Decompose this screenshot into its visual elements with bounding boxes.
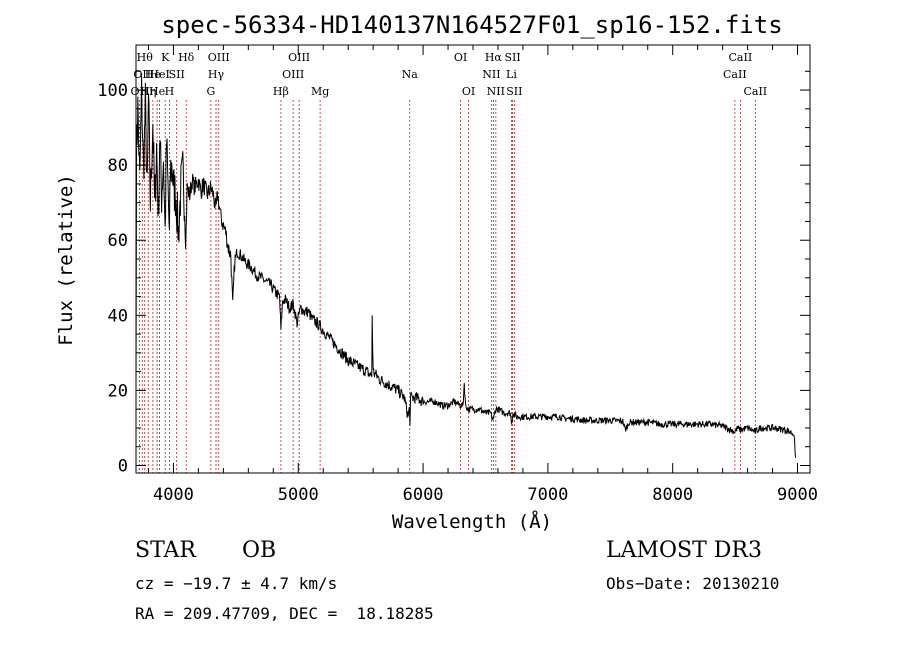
line-marker-label: CaII <box>729 51 753 64</box>
line-marker-label: Hβ <box>273 85 289 98</box>
line-marker-label: He <box>149 85 165 98</box>
line-marker-label: NII <box>487 85 505 98</box>
line-marker-label: Hα <box>485 51 503 64</box>
line-marker-label: Na <box>402 68 419 81</box>
x-axis-label: Wavelength (Å) <box>392 510 552 533</box>
spectrum-series <box>135 73 797 459</box>
line-marker-label: OI <box>462 85 475 98</box>
line-marker-label: HeI <box>149 68 169 81</box>
coordinates-readout: RA = 209.47709, DEC = 18.18285 <box>135 604 434 623</box>
chart-title: spec-56334-HD140137N164527F01_sp16-152.f… <box>161 11 782 39</box>
observation-date: Obs−Date: 20130210 <box>606 574 780 593</box>
line-marker-label: OII <box>131 85 149 98</box>
spectrum-line <box>135 73 797 459</box>
line-marker-label: Hθ <box>137 51 154 64</box>
y-tick-label: 20 <box>108 381 128 401</box>
line-marker-label: SII <box>504 51 520 64</box>
line-marker-label: NII <box>482 68 500 81</box>
y-axis-label: Flux (relative) <box>55 174 77 346</box>
line-marker-label: Hγ <box>208 68 225 81</box>
line-marker-label: Hδ <box>178 51 195 64</box>
line-marker-label: OIII <box>288 51 310 64</box>
line-marker-label: Mg <box>311 85 329 98</box>
line-marker-label: CaII <box>723 68 747 81</box>
x-tick-label: 4000 <box>153 485 194 505</box>
x-tick-label: 8000 <box>652 485 693 505</box>
line-marker-label: Li <box>506 68 517 81</box>
y-tick-label: 100 <box>97 81 128 101</box>
line-marker-label: K <box>161 51 170 64</box>
line-marker-label: CaII <box>743 85 767 98</box>
x-tick-label: 9000 <box>777 485 818 505</box>
redshift-readout: cz = −19.7 ± 4.7 km/s <box>135 574 338 593</box>
x-axis: 4000 5000 6000 7000 8000 9000 <box>147 45 818 505</box>
survey-name: LAMOST DR3 <box>606 538 762 563</box>
line-marker-label: SII <box>169 68 185 81</box>
x-tick-label: 5000 <box>278 485 319 505</box>
y-axis: 0 20 40 60 80 100 <box>97 70 810 476</box>
y-tick-label: 80 <box>108 156 128 176</box>
line-markers: OIIOIIHθHηHeHeHeIKHSIIHδGHγOIIIHβOIIIOII… <box>131 51 767 473</box>
y-tick-label: 40 <box>108 306 128 326</box>
line-marker-label: He <box>145 68 161 81</box>
y-tick-label: 0 <box>118 456 128 476</box>
line-marker-label: G <box>206 85 215 98</box>
y-tick-label: 60 <box>108 231 128 251</box>
line-marker-label: H <box>165 85 175 98</box>
x-tick-label: 7000 <box>527 485 568 505</box>
line-marker-label: OI <box>454 51 467 64</box>
line-marker-label: Hη <box>140 85 156 98</box>
x-tick-label: 6000 <box>403 485 444 505</box>
line-marker-label: OIII <box>282 68 304 81</box>
line-marker-label: OIII <box>208 51 230 64</box>
line-marker-label: SII <box>506 85 522 98</box>
object-subclass: OB <box>242 538 277 563</box>
object-class: STAR <box>135 538 196 563</box>
